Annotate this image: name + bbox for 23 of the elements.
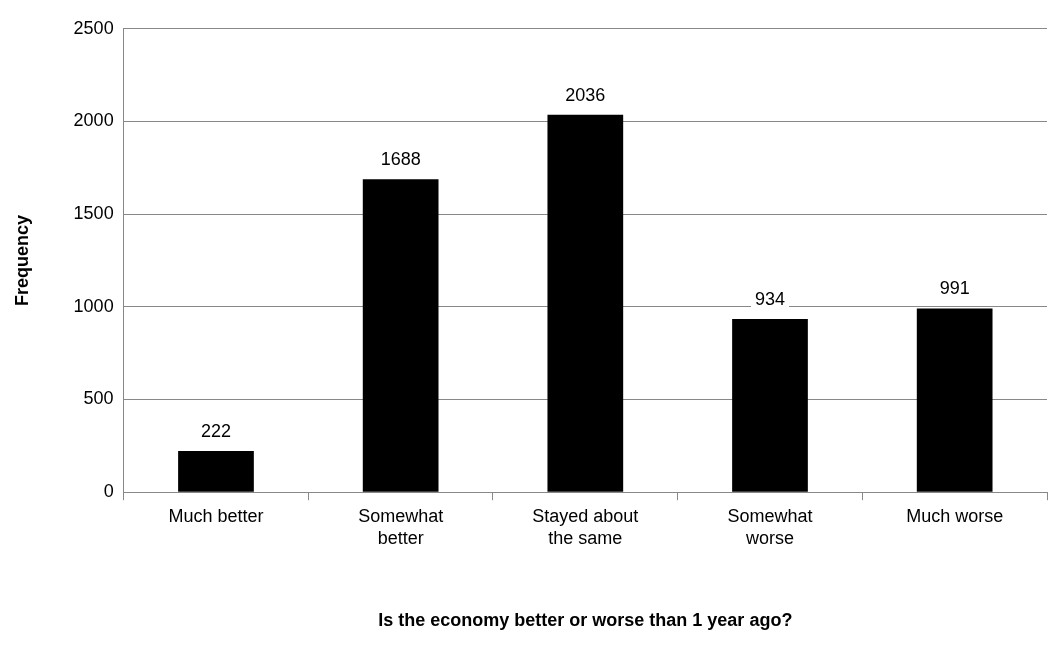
- bar: [178, 451, 254, 492]
- y-tick-label: 500: [83, 388, 114, 409]
- bar: [916, 308, 993, 492]
- x-axis-title: Is the economy better or worse than 1 year ago?: [378, 610, 793, 631]
- y-tick-label: 2000: [73, 110, 114, 131]
- y-axis-title: Frequency: [11, 214, 32, 307]
- x-tick-label: Somewhat better: [358, 505, 444, 548]
- data-label: 991: [939, 278, 970, 299]
- y-tick-label: 0: [103, 481, 114, 502]
- bar: [547, 114, 624, 492]
- data-label: 2036: [565, 84, 606, 105]
- x-tick-label: Stayed about the same: [532, 505, 639, 548]
- x-tick-label: Much better: [168, 505, 264, 526]
- x-tick-label: Much worse: [906, 505, 1004, 526]
- x-tick-label: Somewhat worse: [727, 505, 813, 548]
- data-label: 222: [200, 421, 231, 442]
- bar: [362, 179, 439, 492]
- data-label: 934: [754, 289, 786, 310]
- bar: [732, 319, 808, 492]
- data-label: 1688: [380, 149, 421, 170]
- y-tick-label: 1000: [73, 295, 114, 316]
- y-tick-label: 2500: [73, 17, 114, 38]
- y-tick-label: 1500: [73, 203, 114, 224]
